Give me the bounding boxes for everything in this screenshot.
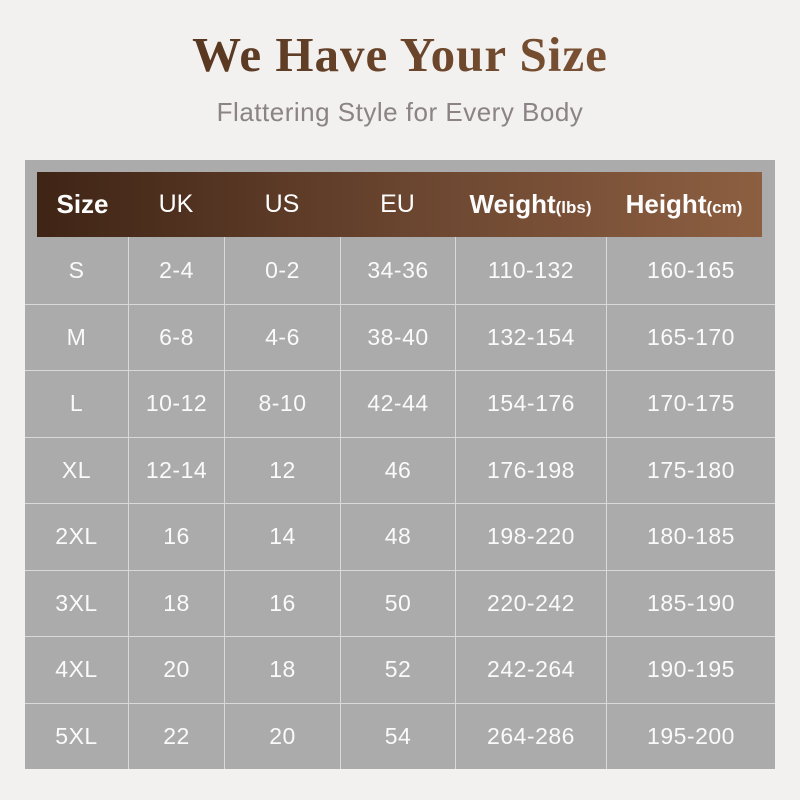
table-cell: 0-2 (224, 237, 340, 304)
table-cell: 195-200 (606, 702, 775, 769)
table-cell: 175-180 (606, 436, 775, 503)
table-cell: 54 (340, 702, 455, 769)
table-header-row: Size UK US EU Weight(lbs) Height(cm) (37, 172, 762, 237)
header-label: Weight (469, 189, 556, 219)
header-label: Size (56, 189, 109, 219)
header-cell-uk: UK (128, 190, 224, 219)
header-label: UK (158, 190, 194, 218)
header-unit: (cm) (706, 198, 743, 217)
table-cell: 14 (224, 503, 340, 570)
table-cell: 16 (128, 503, 224, 570)
table-cell: 170-175 (606, 370, 775, 437)
table-cell: 42-44 (340, 370, 455, 437)
table-cell: 20 (224, 702, 340, 769)
header-cell-eu: EU (340, 190, 455, 219)
table-cell: 160-165 (606, 237, 775, 304)
size-label-cell: S (68, 256, 85, 283)
header-unit: (lbs) (555, 198, 592, 217)
table-cell: 22 (128, 702, 224, 769)
table-cell: 2-4 (128, 237, 224, 304)
table-cell: 10-12 (128, 370, 224, 437)
table-cell: 242-264 (455, 636, 606, 703)
size-label-cell: 5XL (25, 702, 128, 770)
page-subtitle: Flattering Style for Every Body (216, 97, 584, 127)
size-label-cell: 4XL (25, 636, 128, 703)
table-cell: 48 (340, 503, 455, 570)
size-label-cell: XL (25, 436, 128, 504)
header-cell-size: Size (37, 189, 128, 220)
size-label-cell: L (25, 370, 128, 437)
page-title: We Have Your Size (0, 26, 800, 84)
table-cell: 190-195 (606, 636, 775, 703)
header-cell-weight: Weight(lbs) (455, 189, 606, 220)
table-cell: 165-170 (606, 303, 775, 370)
table-cell: 154-176 (455, 370, 606, 437)
table-cell: 38-40 (340, 303, 455, 370)
table-cell: 6-8 (128, 303, 224, 370)
table-cell: 46 (340, 436, 455, 503)
table-cell: 264-286 (455, 702, 606, 769)
table-cell: 18 (128, 569, 224, 636)
header-label: Height (625, 189, 707, 219)
header-label: EU (380, 190, 415, 218)
table-cell: 220-242 (455, 569, 606, 636)
size-label-cell: 2XL (25, 503, 128, 570)
table-cell: 16 (224, 569, 340, 636)
table-body: S 2-4 0-2 34-36 110-132 160-165 M 6-8 4-6 38-40 13… (25, 237, 775, 769)
header-cell-us: US (224, 190, 340, 219)
table-cell: 18 (224, 636, 340, 703)
table-cell: 8-10 (224, 370, 340, 437)
size-label-cell: M (25, 303, 128, 371)
table-cell: 132-154 (455, 303, 606, 370)
header-cell-height: Height(cm) (606, 189, 762, 220)
size-label-cell: 3XL (25, 569, 128, 637)
table-cell: 185-190 (606, 569, 775, 636)
table-cell: 198-220 (455, 503, 606, 570)
table-cell: 50 (340, 569, 455, 636)
table-cell: 12-14 (128, 436, 224, 503)
table-cell: 20 (128, 636, 224, 703)
table-cell: 180-185 (606, 503, 775, 570)
size-chart-table: Size UK US EU Weight(lbs) Height(cm) S 2-4 0-2 3… (25, 160, 775, 769)
table-cell: 12 (224, 436, 340, 503)
table-cell: 4-6 (224, 303, 340, 370)
header-label: US (264, 190, 300, 218)
table-cell: 34-36 (340, 237, 455, 304)
table-cell: 52 (340, 636, 455, 703)
table-cell: 176-198 (455, 436, 606, 503)
table-cell: 110-132 (455, 237, 606, 304)
